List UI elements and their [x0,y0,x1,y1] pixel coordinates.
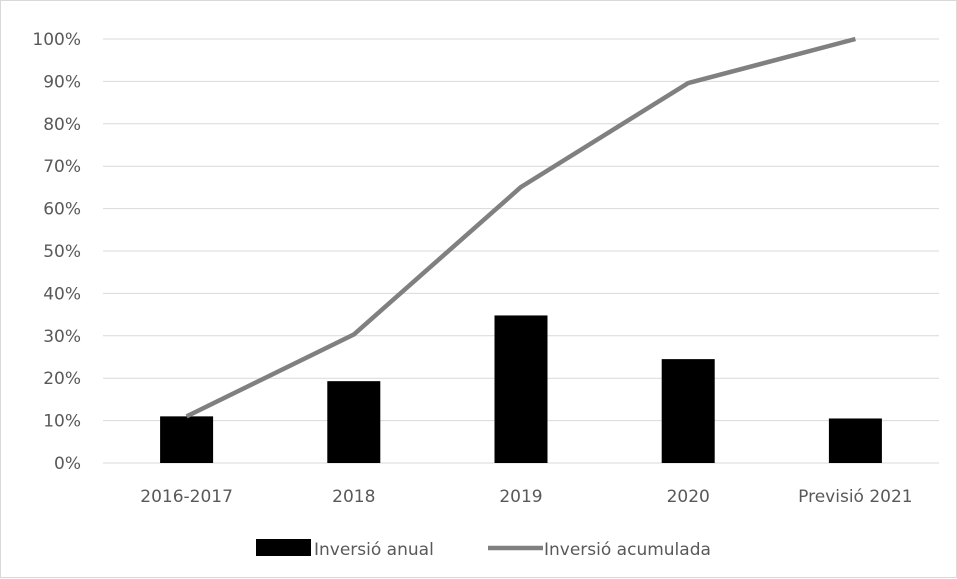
bar-3 [662,359,715,463]
bar-0 [160,416,213,463]
x-tick-label-0: 2016-2017 [140,487,233,507]
y-tick-label-7: 70% [43,157,81,177]
y-tick-label-5: 50% [43,242,81,262]
y-tick-label-3: 30% [43,327,81,347]
y-tick-label-1: 10% [43,412,81,432]
y-tick-label-0: 0% [54,454,81,474]
y-tick-label-4: 40% [43,284,81,304]
legend-label-bar: Inversió anual [314,540,434,560]
y-tick-label-9: 90% [43,72,81,92]
legend: Inversió anual Inversió acumulada [256,539,711,560]
y-tick-label-10: 100% [32,30,81,50]
x-axis-tick-labels: 2016-2017 2018 2019 2020 Previsió 2021 [140,487,912,507]
y-axis-tick-labels: 0% 10% 20% 30% 40% 50% 60% 70% 80% 90% 100% [32,30,81,474]
legend-label-line: Inversió acumulada [544,540,711,560]
x-tick-label-4: Previsió 2021 [798,487,912,507]
y-tick-label-6: 60% [43,200,81,220]
x-tick-label-2: 2019 [499,487,542,507]
bar-2 [495,315,548,463]
x-tick-label-1: 2018 [332,487,375,507]
x-tick-label-3: 2020 [667,487,710,507]
y-tick-label-2: 20% [43,369,81,389]
bar-4 [829,418,882,463]
bar-1 [327,381,380,463]
y-tick-label-8: 80% [43,115,81,135]
bar-series [160,315,882,463]
legend-swatch-bar [256,539,311,556]
